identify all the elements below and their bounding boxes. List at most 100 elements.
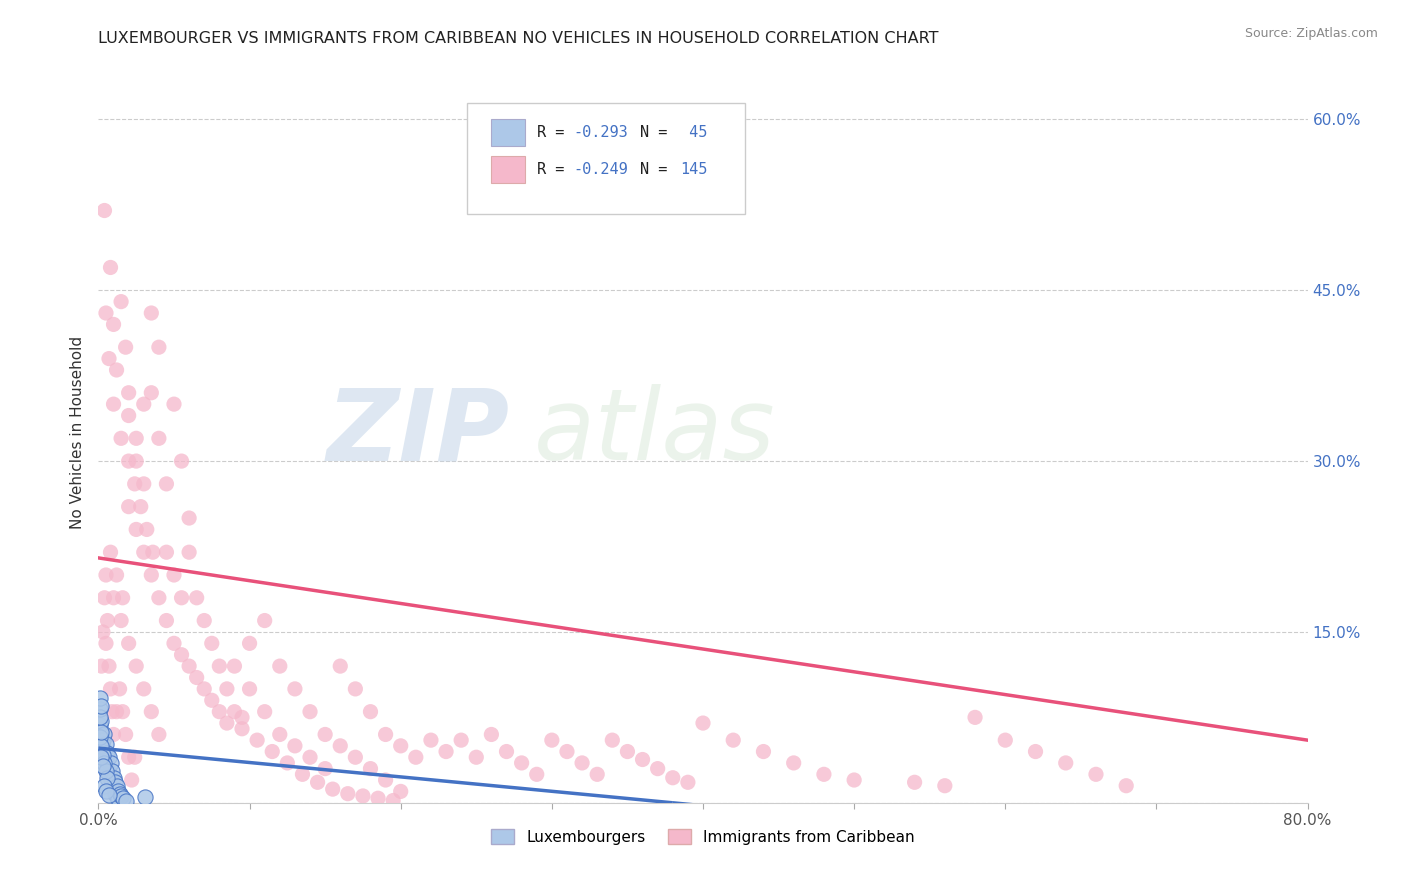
Point (208, 705, 231, 719)
Point (94, 306, 117, 320)
Point (107, 792, 129, 806)
Point (103, 782, 125, 797)
Point (132, 476, 155, 491)
Point (93, 591, 115, 605)
Point (262, 745, 284, 759)
Text: LUXEMBOURGER VS IMMIGRANTS FROM CARIBBEAN NO VEHICLES IN HOUSEHOLD CORRELATION C: LUXEMBOURGER VS IMMIGRANTS FROM CARIBBEA… (98, 31, 939, 46)
Point (100, 772, 122, 787)
Point (201, 693, 224, 707)
Point (100, 545, 122, 559)
Text: -0.293: -0.293 (574, 125, 628, 140)
Point (344, 681, 367, 696)
Text: 145: 145 (681, 162, 707, 178)
Point (129, 500, 152, 514)
Point (389, 739, 412, 753)
Y-axis label: No Vehicles in Household: No Vehicles in Household (69, 336, 84, 529)
Point (179, 545, 201, 559)
Point (148, 431, 170, 445)
Point (103, 318, 125, 332)
Point (231, 722, 253, 736)
Point (374, 772, 396, 787)
Point (231, 710, 253, 724)
Point (616, 745, 638, 759)
Point (904, 775, 927, 789)
Point (125, 523, 148, 537)
Point (276, 756, 298, 770)
Point (103, 727, 125, 741)
Point (105, 363, 128, 377)
Point (360, 762, 382, 776)
Point (246, 733, 269, 747)
Point (108, 681, 131, 696)
Point (89, 702, 111, 716)
Point (336, 787, 359, 801)
Point (253, 614, 276, 628)
Point (114, 793, 136, 807)
Point (101, 775, 124, 789)
Point (91, 759, 114, 773)
Point (105, 705, 128, 719)
Point (125, 659, 148, 673)
Point (314, 727, 336, 741)
Point (269, 659, 291, 673)
Point (148, 591, 170, 605)
Point (98, 659, 121, 673)
Point (94, 784, 117, 798)
Point (96, 771, 118, 785)
Point (104, 787, 127, 801)
Point (752, 745, 775, 759)
FancyBboxPatch shape (467, 103, 745, 214)
Text: N =: N = (640, 162, 676, 178)
Point (661, 771, 683, 785)
Point (155, 614, 177, 628)
Text: R =: R = (537, 162, 574, 178)
Point (141, 705, 163, 719)
Point (118, 409, 141, 423)
Text: ZIP: ZIP (326, 384, 509, 481)
Point (148, 340, 170, 354)
Point (239, 636, 262, 650)
Point (142, 545, 165, 559)
Point (215, 681, 238, 696)
Point (91, 747, 114, 762)
Point (98, 750, 121, 764)
Legend: Luxembourgers, Immigrants from Caribbean: Luxembourgers, Immigrants from Caribbean (485, 822, 921, 851)
Point (314, 762, 336, 776)
Point (148, 727, 170, 741)
Point (844, 772, 866, 787)
Point (118, 636, 141, 650)
Point (124, 476, 146, 491)
Point (299, 750, 322, 764)
Point (93, 745, 115, 759)
Point (94, 636, 117, 650)
Point (540, 733, 562, 747)
Point (813, 767, 835, 781)
Point (344, 750, 367, 764)
Point (329, 659, 352, 673)
Point (91, 741, 114, 756)
Point (94, 752, 117, 766)
Point (93, 779, 115, 793)
Point (420, 733, 443, 747)
Point (132, 545, 155, 559)
Point (526, 767, 548, 781)
Point (93, 756, 115, 770)
Point (193, 614, 215, 628)
Point (141, 568, 163, 582)
Point (965, 710, 987, 724)
Point (1054, 756, 1077, 770)
Point (405, 750, 427, 764)
Point (105, 568, 128, 582)
Point (571, 756, 593, 770)
Point (434, 745, 457, 759)
Point (118, 500, 141, 514)
Point (100, 681, 122, 696)
Point (114, 340, 136, 354)
Point (94, 568, 117, 582)
Point (586, 767, 609, 781)
Point (94, 737, 117, 751)
Point (465, 750, 488, 764)
Point (352, 789, 374, 803)
Point (100, 756, 122, 770)
Point (114, 727, 136, 741)
